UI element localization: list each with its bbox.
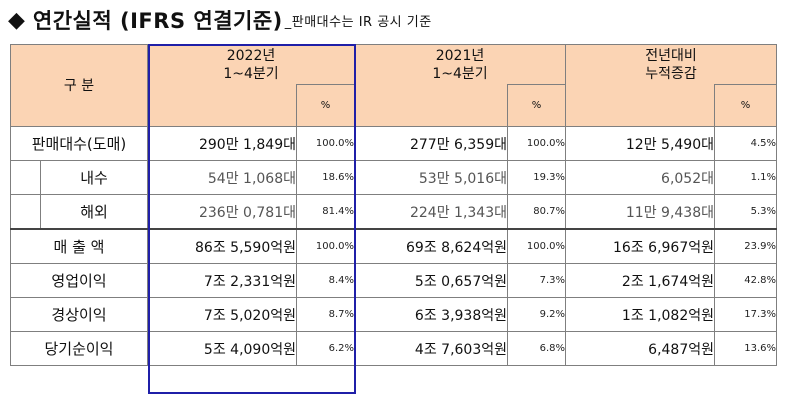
annual-results-table: 구 분 2022년 1~4분기 2021년 1~4분기 전년대비 누적증감 % … — [10, 44, 777, 366]
diamond-bullet-icon: ◆ — [8, 8, 25, 33]
header-2022-pct: % — [296, 84, 355, 127]
row-label: 당기순이익 — [10, 331, 148, 366]
table-row: 경상이익 7조 5,020억원 8.7% 6조 3,938억원 9.2% 1조 … — [10, 297, 777, 332]
row-label: 경상이익 — [10, 297, 148, 332]
value-2021: 224만 1,343대 — [354, 194, 508, 230]
value-diff: 6,487억원 — [565, 331, 715, 366]
header-2021-label: 2021년 1~4분기 — [432, 47, 488, 82]
value-diff: 16조 6,967억원 — [565, 228, 715, 264]
value-2022: 54만 1,068대 — [147, 160, 297, 195]
value-2021: 277만 6,359대 — [354, 126, 508, 161]
value-2021: 4조 7,603억원 — [354, 331, 508, 366]
header-yoy-spacer — [565, 84, 715, 127]
value-2021: 69조 8,624억원 — [354, 228, 508, 264]
pct-2022: 8.4% — [296, 263, 355, 298]
value-2022: 5조 4,090억원 — [147, 331, 297, 366]
pct-2021: 100.0% — [507, 126, 566, 161]
value-diff: 12만 5,490대 — [565, 126, 715, 161]
row-label: 해외 — [40, 194, 148, 230]
pct-diff: 5.3% — [714, 194, 777, 230]
value-2022: 7조 2,331억원 — [147, 263, 297, 298]
header-yoy-label: 전년대비 누적증감 — [645, 47, 697, 82]
pct-2022: 100.0% — [296, 126, 355, 161]
table-row: 당기순이익 5조 4,090억원 6.2% 4조 7,603억원 6.8% 6,… — [10, 331, 777, 366]
value-2022: 236만 0,781대 — [147, 194, 297, 230]
value-2021: 53만 5,016대 — [354, 160, 508, 195]
pct-diff: 23.9% — [714, 228, 777, 264]
header-2021-pct: % — [507, 84, 566, 127]
value-2022: 7조 5,020억원 — [147, 297, 297, 332]
value-2021: 5조 0,657억원 — [354, 263, 508, 298]
pct-2022: 18.6% — [296, 160, 355, 195]
header-2021: 2021년 1~4분기 — [354, 44, 566, 85]
pct-2021: 100.0% — [507, 228, 566, 264]
header-2022: 2022년 1~4분기 — [147, 44, 355, 85]
value-2021: 6조 3,938억원 — [354, 297, 508, 332]
indent-cell — [10, 194, 41, 230]
pct-2022: 6.2% — [296, 331, 355, 366]
pct-2021: 9.2% — [507, 297, 566, 332]
row-label: 판매대수(도매) — [10, 126, 148, 161]
header-2022-spacer — [147, 84, 297, 127]
table-row: 영업이익 7조 2,331억원 8.4% 5조 0,657억원 7.3% 2조 … — [10, 263, 777, 298]
header-yoy: 전년대비 누적증감 — [565, 44, 777, 85]
header-2022-label: 2022년 1~4분기 — [223, 47, 279, 82]
pct-diff: 1.1% — [714, 160, 777, 195]
header-category: 구 분 — [10, 44, 148, 127]
row-label: 내수 — [40, 160, 148, 195]
table-row: 판매대수(도매) 290만 1,849대 100.0% 277만 6,359대 … — [10, 126, 777, 161]
title-row: ◆ 연간실적 (IFRS 연결기준) _판매대수는 IR 공시 기준 — [8, 4, 432, 34]
page-subtitle: _판매대수는 IR 공시 기준 — [284, 15, 432, 30]
pct-2022: 100.0% — [296, 228, 355, 264]
header-yoy-pct: % — [714, 84, 777, 127]
value-diff: 2조 1,674억원 — [565, 263, 715, 298]
pct-2022: 8.7% — [296, 297, 355, 332]
table-row: 해외 236만 0,781대 81.4% 224만 1,343대 80.7% 1… — [10, 194, 777, 230]
value-diff: 6,052대 — [565, 160, 715, 195]
row-label: 영업이익 — [10, 263, 148, 298]
pct-2021: 6.8% — [507, 331, 566, 366]
pct-2021: 80.7% — [507, 194, 566, 230]
value-diff: 11만 9,438대 — [565, 194, 715, 230]
pct-2022: 81.4% — [296, 194, 355, 230]
page-title: 연간실적 (IFRS 연결기준) — [32, 9, 283, 33]
pct-diff: 4.5% — [714, 126, 777, 161]
row-label: 매 출 액 — [10, 228, 148, 264]
value-2022: 290만 1,849대 — [147, 126, 297, 161]
indent-cell — [10, 160, 41, 195]
header-2021-spacer — [354, 84, 508, 127]
pct-2021: 7.3% — [507, 263, 566, 298]
pct-diff: 42.8% — [714, 263, 777, 298]
pct-diff: 17.3% — [714, 297, 777, 332]
pct-diff: 13.6% — [714, 331, 777, 366]
table-row: 매 출 액 86조 5,590억원 100.0% 69조 8,624억원 100… — [10, 228, 777, 264]
value-diff: 1조 1,082억원 — [565, 297, 715, 332]
pct-2021: 19.3% — [507, 160, 566, 195]
table-row: 내수 54만 1,068대 18.6% 53만 5,016대 19.3% 6,0… — [10, 160, 777, 195]
value-2022: 86조 5,590억원 — [147, 228, 297, 264]
